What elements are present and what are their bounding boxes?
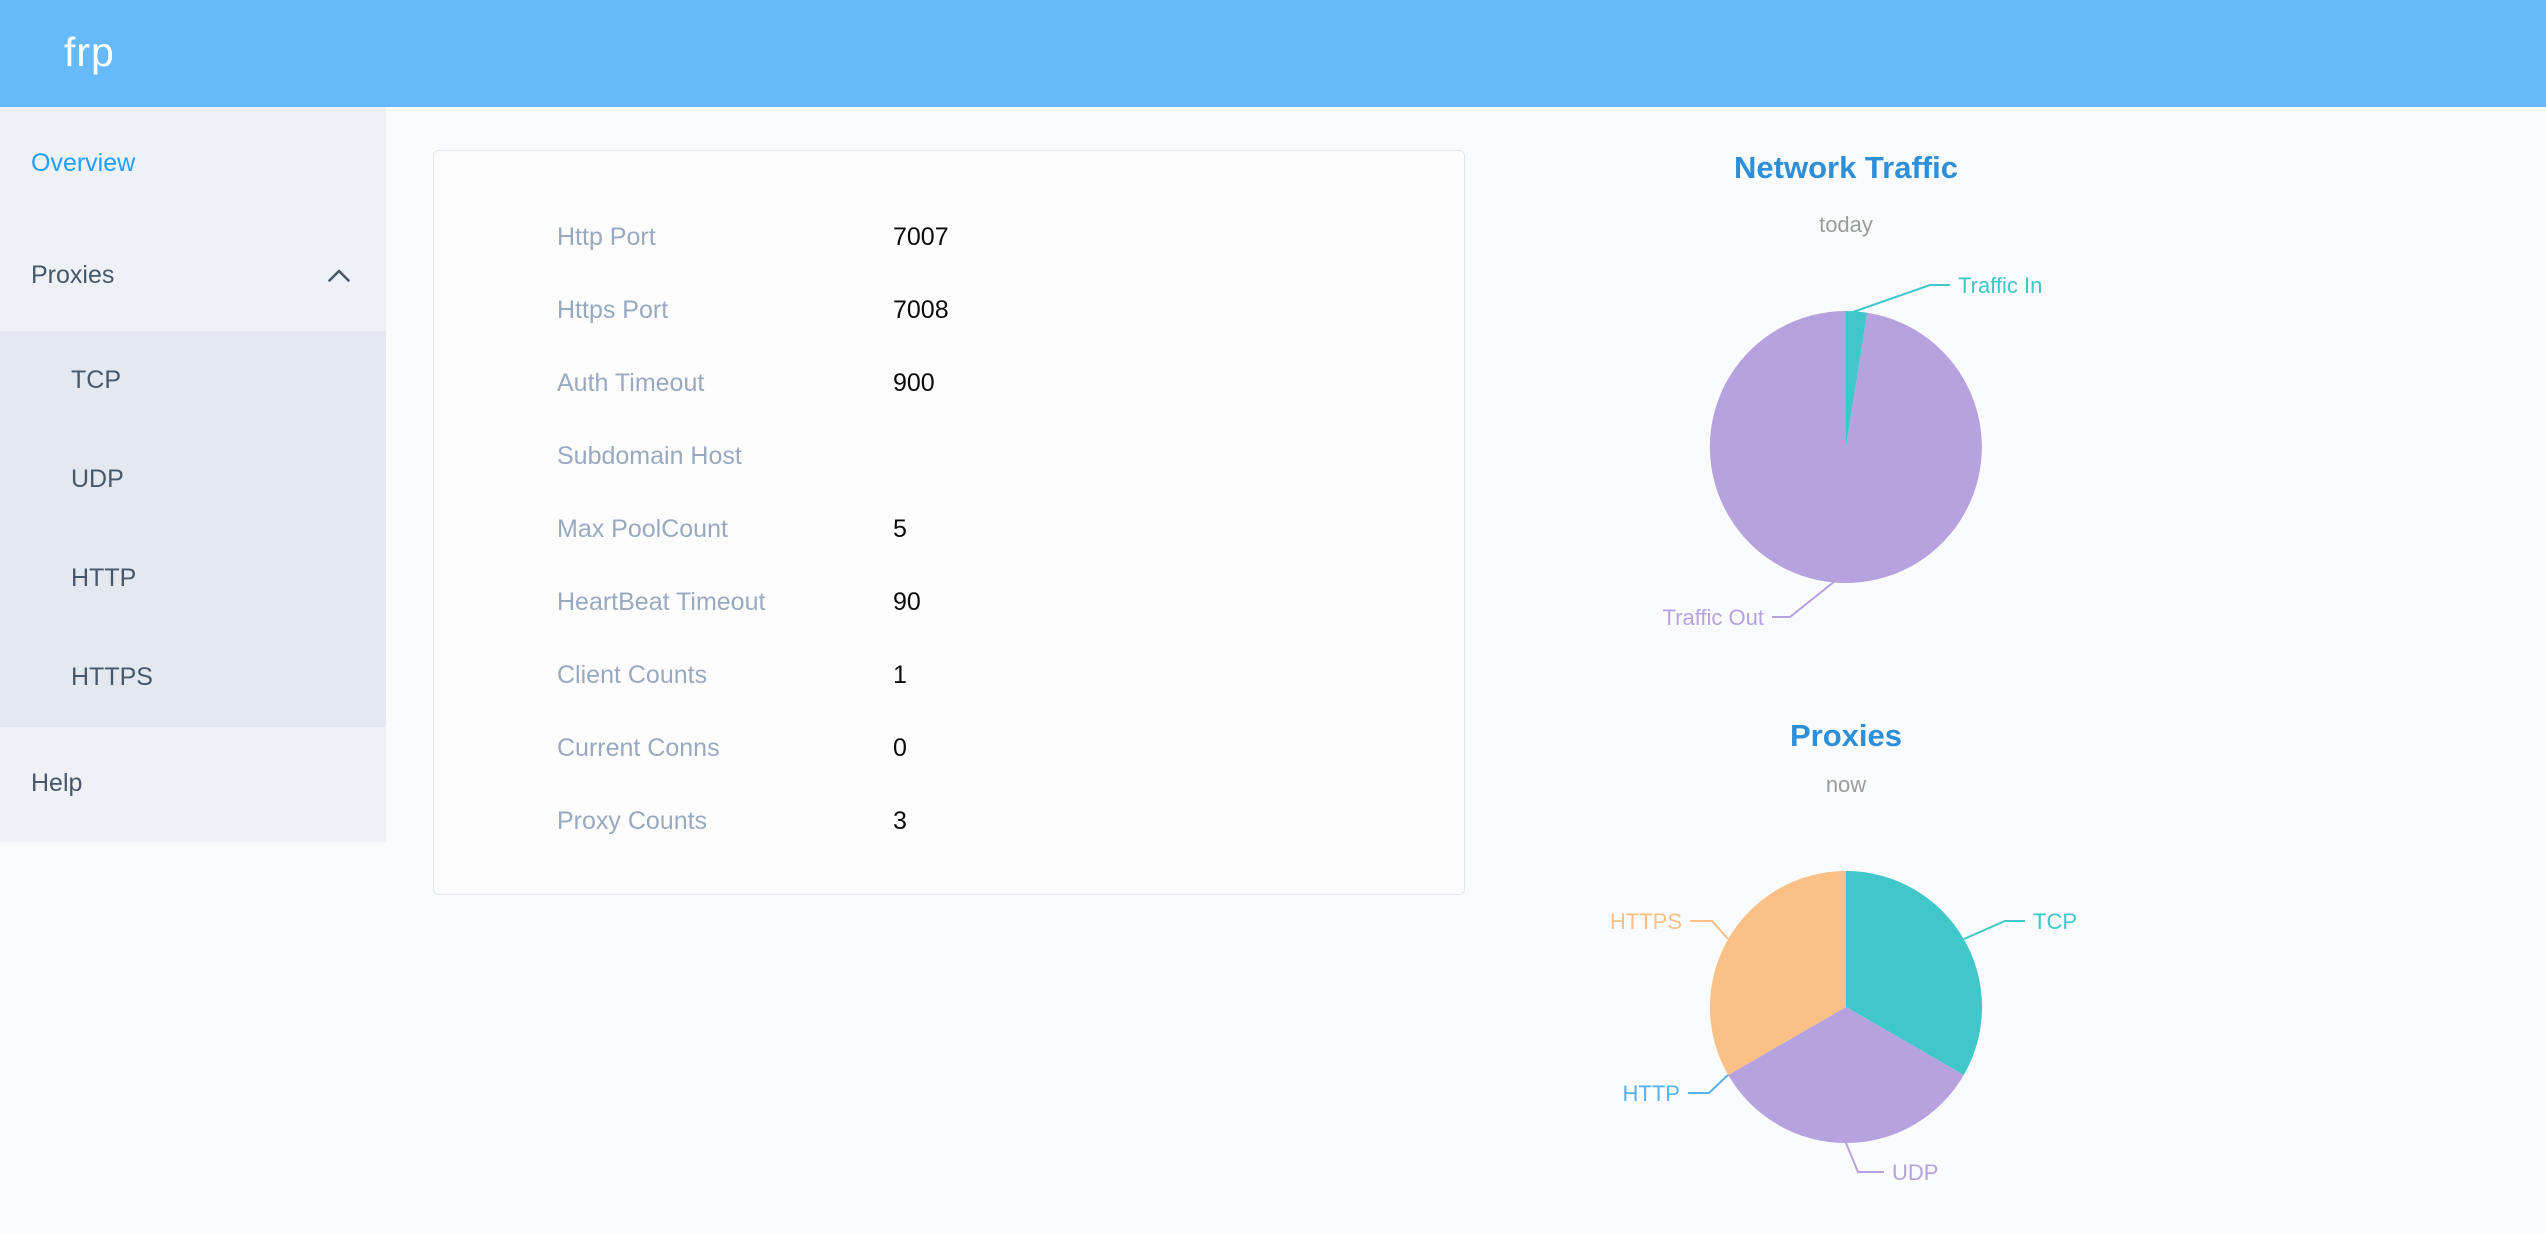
traffic-out-leader-line bbox=[1772, 580, 1836, 618]
sidebar-item-tcp-label: TCP bbox=[71, 366, 121, 394]
sidebar: Overview Proxies TCP UDP HTTP HTTPS Help bbox=[0, 107, 386, 842]
tcp-leader-line bbox=[1963, 920, 2025, 940]
proxies-pie-chart: TCP HTTPS HTTP UDP bbox=[1610, 871, 2077, 1185]
table-row: Https Port 7008 bbox=[434, 274, 1464, 347]
sidebar-item-udp-label: UDP bbox=[71, 465, 124, 493]
field-label: Https Port bbox=[557, 296, 669, 324]
sidebar-item-proxies-label: Proxies bbox=[31, 261, 115, 289]
pie-slice-udp[interactable] bbox=[1728, 1007, 1964, 1144]
field-value: 5 bbox=[893, 515, 907, 543]
udp-label: UDP bbox=[1892, 1160, 1938, 1185]
http-label: HTTP bbox=[1623, 1081, 1680, 1106]
table-row: Auth Timeout 900 bbox=[434, 347, 1464, 420]
http-leader-line bbox=[1688, 1074, 1729, 1094]
sidebar-item-help-label: Help bbox=[31, 769, 83, 797]
field-value: 3 bbox=[893, 807, 907, 835]
table-row: Client Counts 1 bbox=[434, 639, 1464, 712]
server-info-card: Http Port 7007 Https Port 7008 Auth Time… bbox=[433, 150, 1465, 895]
field-label: HeartBeat Timeout bbox=[557, 588, 766, 616]
traffic-in-leader-line bbox=[1852, 284, 1950, 313]
network-traffic-subtitle: today bbox=[1819, 212, 1873, 237]
field-label: Proxy Counts bbox=[557, 807, 708, 835]
table-row: Max PoolCount 5 bbox=[434, 493, 1464, 566]
field-label: Http Port bbox=[557, 223, 656, 251]
pie-slice-https[interactable] bbox=[1709, 871, 1846, 1075]
sidebar-item-tcp[interactable]: TCP bbox=[0, 331, 386, 430]
sidebar-item-http[interactable]: HTTP bbox=[0, 529, 386, 628]
proxies-chart-subtitle: now bbox=[1825, 772, 1867, 797]
table-row: Current Conns 0 bbox=[434, 712, 1464, 785]
proxies-chart-title: Proxies bbox=[1789, 718, 1902, 753]
tcp-label: TCP bbox=[2033, 909, 2077, 934]
sidebar-item-https[interactable]: HTTPS bbox=[0, 628, 386, 727]
udp-leader-line bbox=[1845, 1142, 1884, 1173]
field-label: Max PoolCount bbox=[557, 515, 728, 543]
sidebar-item-http-label: HTTP bbox=[71, 564, 137, 592]
sidebar-item-proxies[interactable]: Proxies bbox=[0, 219, 386, 331]
table-row: Proxy Counts 3 bbox=[434, 785, 1464, 858]
sidebar-item-help[interactable]: Help bbox=[0, 727, 386, 839]
field-label: Auth Timeout bbox=[557, 369, 705, 397]
pie-slice-tcp[interactable] bbox=[1846, 871, 1983, 1075]
app-logo: frp bbox=[64, 29, 115, 75]
pie-slice-traffic-out[interactable] bbox=[1709, 310, 1982, 583]
field-label: Client Counts bbox=[557, 661, 708, 689]
traffic-out-label: Traffic Out bbox=[1663, 605, 1764, 630]
sidebar-item-overview[interactable]: Overview bbox=[0, 107, 386, 219]
table-row: Subdomain Host bbox=[434, 420, 1464, 493]
traffic-in-label: Traffic In bbox=[1958, 273, 2042, 298]
chevron-up-icon bbox=[328, 269, 350, 282]
field-value: 1 bbox=[893, 661, 907, 689]
pie-slice-traffic-in[interactable] bbox=[1846, 311, 1868, 447]
table-row: HeartBeat Timeout 90 bbox=[434, 566, 1464, 639]
field-value: 90 bbox=[893, 588, 921, 616]
https-label: HTTPS bbox=[1610, 909, 1682, 934]
field-value: 7007 bbox=[893, 223, 949, 251]
network-traffic-title: Network Traffic bbox=[1734, 150, 1958, 185]
app-header: frp bbox=[0, 0, 2546, 107]
table-row: Http Port 7007 bbox=[434, 201, 1464, 274]
field-value: 900 bbox=[893, 369, 935, 397]
sidebar-item-udp[interactable]: UDP bbox=[0, 430, 386, 529]
https-leader-line bbox=[1690, 920, 1729, 940]
sidebar-item-https-label: HTTPS bbox=[71, 663, 153, 691]
field-label: Current Conns bbox=[557, 734, 720, 762]
field-label: Subdomain Host bbox=[557, 442, 742, 470]
sidebar-item-overview-label: Overview bbox=[31, 149, 136, 177]
field-value: 0 bbox=[893, 734, 907, 762]
network-traffic-pie-chart: Traffic In Traffic Out bbox=[1663, 273, 2043, 630]
proxies-submenu: TCP UDP HTTP HTTPS bbox=[0, 331, 386, 727]
field-value: 7008 bbox=[893, 296, 949, 324]
